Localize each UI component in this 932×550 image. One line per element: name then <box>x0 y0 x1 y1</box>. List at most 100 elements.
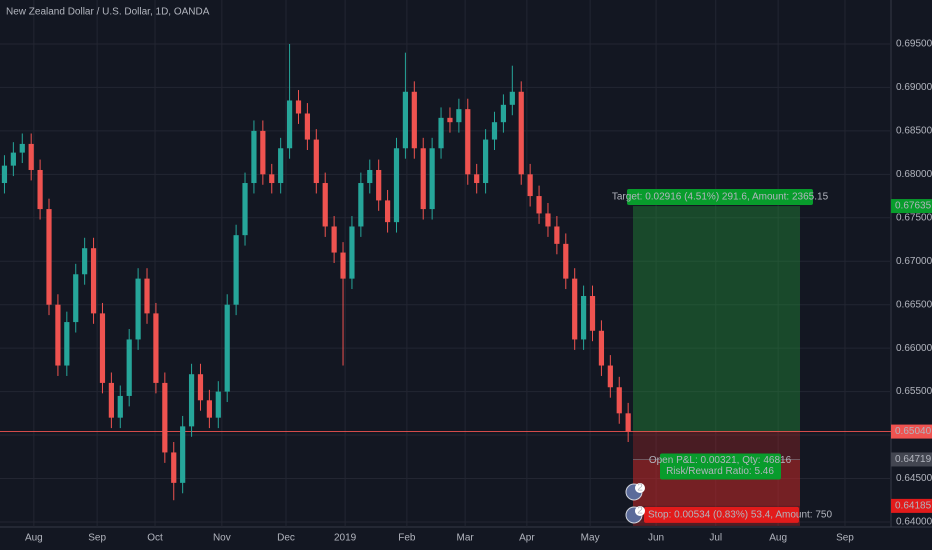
candle <box>286 43 293 159</box>
candle-body <box>188 374 195 427</box>
candle <box>260 120 266 185</box>
candle <box>153 302 159 394</box>
candle-body <box>598 330 605 366</box>
candle <box>19 133 25 164</box>
candle <box>135 268 141 350</box>
candle <box>376 159 382 211</box>
candle <box>144 268 150 324</box>
event-count: 2 <box>637 483 643 494</box>
label-box <box>644 506 799 523</box>
candle-body <box>482 139 489 184</box>
x-tick-label: Dec <box>277 533 295 544</box>
candle-body <box>384 200 391 223</box>
candle <box>242 172 248 246</box>
candle <box>322 172 328 237</box>
y-tick-label: 0.66000 <box>896 343 932 354</box>
candle-body <box>518 91 524 175</box>
candle <box>509 65 515 116</box>
candle-body <box>402 91 409 149</box>
candle <box>456 98 462 133</box>
candle <box>349 216 355 290</box>
y-tick-label: 0.69500 <box>896 39 932 50</box>
chart-title: New Zealand Dollar / U.S. Dollar, 1D, OA… <box>6 7 210 18</box>
x-tick-label: Aug <box>769 533 787 544</box>
candle-body <box>278 148 284 184</box>
x-tick-label: Jun <box>648 533 664 544</box>
candle-body <box>55 304 61 366</box>
candle-body <box>429 148 435 210</box>
candle <box>46 198 52 316</box>
candle-body <box>438 117 444 149</box>
candle-body <box>456 109 462 123</box>
candle-body <box>367 169 373 184</box>
price-tag <box>891 452 932 467</box>
price-tag-label: 0.67635 <box>895 201 932 212</box>
candle <box>295 90 302 124</box>
candle <box>536 185 542 224</box>
candle <box>616 376 622 424</box>
candle <box>73 263 79 333</box>
position-label: Stop: 0.00534 (0.83%) 53.4, Amount: 750 <box>648 510 832 521</box>
candle-body <box>269 174 275 184</box>
candle <box>500 94 507 133</box>
candle <box>99 302 106 394</box>
candle-body <box>313 139 319 184</box>
candle-body <box>625 413 631 432</box>
x-tick-label: May <box>581 533 600 544</box>
candle <box>474 163 480 194</box>
y-tick-label: 0.68000 <box>896 169 932 180</box>
candle <box>1 155 8 194</box>
position-label: Risk/Reward Ratio: 5.46 <box>666 466 774 477</box>
candle-body <box>73 274 79 323</box>
candle-body <box>420 148 426 210</box>
candle-body <box>589 296 596 331</box>
candle <box>251 120 257 194</box>
candle-body <box>117 395 123 418</box>
candle <box>572 268 578 350</box>
profit-zone <box>633 206 800 432</box>
candle-body <box>19 143 25 153</box>
candle-body <box>393 148 400 223</box>
candle-body <box>572 278 578 340</box>
label-box <box>660 453 781 480</box>
candle-body <box>554 226 560 244</box>
candle <box>581 285 587 350</box>
candle <box>55 294 61 376</box>
x-tick-label: Oct <box>147 533 163 544</box>
y-tick-label: 0.68500 <box>896 126 932 137</box>
candle <box>331 216 337 263</box>
candle <box>598 320 605 376</box>
candle <box>554 216 560 255</box>
y-tick-label: 0.65500 <box>896 386 932 397</box>
event-badge <box>635 506 645 516</box>
candle-body <box>206 400 212 418</box>
candle <box>340 242 346 366</box>
candle-body <box>581 296 587 340</box>
position-label: Target: 0.02916 (4.51%) 291.6, Amount: 2… <box>612 192 829 203</box>
candle <box>589 285 596 342</box>
x-tick-label: Jul <box>709 533 722 544</box>
candle <box>28 133 34 181</box>
candle-body <box>251 130 257 184</box>
candle-body <box>242 183 248 236</box>
candle-body <box>135 278 141 340</box>
candle-body <box>144 278 150 314</box>
candle <box>447 107 453 133</box>
candle <box>545 203 551 237</box>
y-tick-label: 0.64000 <box>896 517 932 528</box>
candle-body <box>1 165 8 184</box>
candle <box>10 142 16 177</box>
candle <box>206 389 212 429</box>
price-tag-label: 0.65040 <box>895 426 932 437</box>
candle-body <box>304 113 310 140</box>
candle <box>402 52 409 159</box>
candle-body <box>616 387 622 414</box>
candle-body <box>286 100 293 149</box>
candle <box>313 129 319 194</box>
candle <box>527 163 533 207</box>
candle <box>420 137 426 220</box>
candle <box>518 81 524 185</box>
candle <box>37 159 43 220</box>
label-box <box>627 189 813 206</box>
x-tick-label: Sep <box>836 533 854 544</box>
